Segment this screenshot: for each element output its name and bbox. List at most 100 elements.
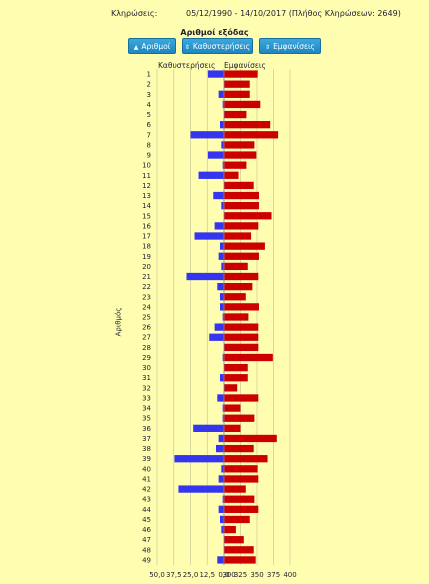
delay-bar bbox=[219, 293, 224, 301]
appearance-bar bbox=[224, 536, 244, 544]
category-label: 9 bbox=[147, 152, 151, 160]
category-label: 6 bbox=[147, 121, 152, 129]
category-label: 17 bbox=[142, 233, 151, 241]
category-label: 35 bbox=[142, 415, 151, 423]
category-label: 39 bbox=[142, 455, 151, 463]
category-label: 3 bbox=[147, 91, 151, 99]
appearance-bar bbox=[224, 141, 255, 149]
category-label: 21 bbox=[142, 273, 151, 281]
delay-bar bbox=[222, 495, 224, 503]
appearance-bar bbox=[224, 110, 247, 119]
delay-bar bbox=[217, 556, 224, 564]
category-label: 31 bbox=[142, 374, 151, 382]
category-label: 30 bbox=[142, 364, 151, 372]
appearance-bar bbox=[224, 262, 248, 271]
category-label: 5 bbox=[147, 111, 151, 119]
delay-bar bbox=[222, 161, 224, 169]
category-label: 47 bbox=[142, 536, 151, 544]
sort-numbers-button[interactable]: ▲ Αριθμοί bbox=[128, 38, 176, 54]
draws-value: 05/12/1990 - 14/10/2017 (Πλήθος Κληρώσεω… bbox=[186, 9, 401, 18]
category-label: 28 bbox=[142, 344, 151, 352]
delay-bar bbox=[214, 222, 224, 230]
appearance-bar bbox=[224, 242, 265, 250]
delay-bar bbox=[214, 323, 224, 331]
delay-bar bbox=[219, 303, 224, 311]
category-label: 23 bbox=[142, 293, 151, 301]
appearance-bar bbox=[224, 303, 259, 311]
category-label: 34 bbox=[142, 405, 151, 413]
appearance-bar bbox=[224, 171, 239, 179]
delay-bar bbox=[198, 171, 224, 179]
appearance-bar bbox=[224, 293, 246, 301]
delay-bar bbox=[178, 485, 224, 493]
category-label: 38 bbox=[142, 445, 151, 453]
category-label: 27 bbox=[142, 334, 151, 342]
category-label: 18 bbox=[142, 243, 151, 251]
category-label: 19 bbox=[142, 253, 151, 261]
appearance-bar bbox=[224, 434, 277, 443]
chart-title: Αριθμοί εξόδας bbox=[180, 28, 249, 37]
left-tick-label: 0,0 bbox=[218, 571, 229, 579]
appearance-bar bbox=[224, 323, 259, 331]
appearance-bar bbox=[224, 202, 259, 210]
appearance-bar bbox=[224, 404, 241, 412]
category-label: 11 bbox=[142, 172, 151, 180]
appearance-bar bbox=[224, 181, 254, 190]
delay-bar bbox=[222, 313, 224, 321]
delays-header: Καθυστερήσεις bbox=[158, 61, 216, 70]
appearance-bar bbox=[224, 424, 241, 432]
category-label: 10 bbox=[142, 162, 151, 170]
delay-bar bbox=[221, 525, 224, 534]
category-label: 44 bbox=[142, 506, 151, 514]
delay-bar bbox=[219, 242, 224, 250]
updown-arrow-icon: ⇕ bbox=[265, 44, 271, 51]
delay-bar bbox=[219, 515, 224, 524]
left-tick-label: 50,0 bbox=[149, 571, 165, 579]
delay-bar bbox=[174, 455, 224, 463]
appearance-bar bbox=[224, 465, 258, 473]
appearance-bar bbox=[224, 353, 273, 362]
appearance-bar bbox=[224, 212, 272, 220]
delay-bar bbox=[218, 475, 224, 483]
appearances-header: Εμφανίσεις bbox=[224, 61, 266, 70]
delay-bar bbox=[222, 353, 224, 362]
category-label: 40 bbox=[142, 465, 151, 473]
right-tick-label: 375 bbox=[267, 571, 280, 579]
sort-appearances-label: Εμφανίσεις bbox=[273, 42, 315, 51]
appearance-bar bbox=[224, 444, 254, 453]
appearance-bar bbox=[224, 556, 256, 564]
draws-label: Κληρώσεις: bbox=[111, 9, 158, 18]
sort-appearances-button[interactable]: ⇕ Εμφανίσεις bbox=[259, 38, 321, 54]
delay-bar bbox=[219, 121, 224, 129]
delay-bar bbox=[217, 394, 224, 402]
appearance-bar bbox=[224, 232, 252, 240]
appearance-bar bbox=[224, 475, 259, 483]
appearance-bar bbox=[224, 161, 247, 169]
left-tick-label: 12,5 bbox=[199, 571, 215, 579]
right-tick-label: 350 bbox=[250, 571, 263, 579]
delay-bar bbox=[219, 374, 224, 382]
appearance-bar bbox=[224, 505, 259, 513]
delay-bar bbox=[213, 191, 224, 200]
appearance-bar bbox=[224, 191, 259, 200]
delay-bar bbox=[222, 414, 224, 422]
delay-bar bbox=[221, 465, 224, 473]
appearance-bar bbox=[224, 515, 250, 524]
category-label: 36 bbox=[142, 425, 151, 433]
appearance-bar bbox=[224, 546, 254, 554]
right-tick-label: 300 bbox=[222, 571, 235, 579]
appearance-bar bbox=[224, 121, 271, 129]
sort-delays-button[interactable]: ⇕ Καθυστερήσεις bbox=[182, 38, 253, 54]
appearance-bar bbox=[224, 272, 259, 281]
delay-bar bbox=[221, 262, 224, 271]
delay-bar bbox=[194, 232, 224, 240]
appearance-bar bbox=[224, 384, 238, 392]
category-label: 25 bbox=[142, 314, 151, 322]
right-tick-label: 400 bbox=[283, 571, 296, 579]
category-label: 46 bbox=[142, 526, 151, 534]
left-tick-label: 25,0 bbox=[183, 571, 199, 579]
delay-bar bbox=[218, 434, 224, 443]
sort-delays-label: Καθυστερήσεις bbox=[192, 42, 251, 51]
appearance-bar bbox=[224, 252, 259, 260]
